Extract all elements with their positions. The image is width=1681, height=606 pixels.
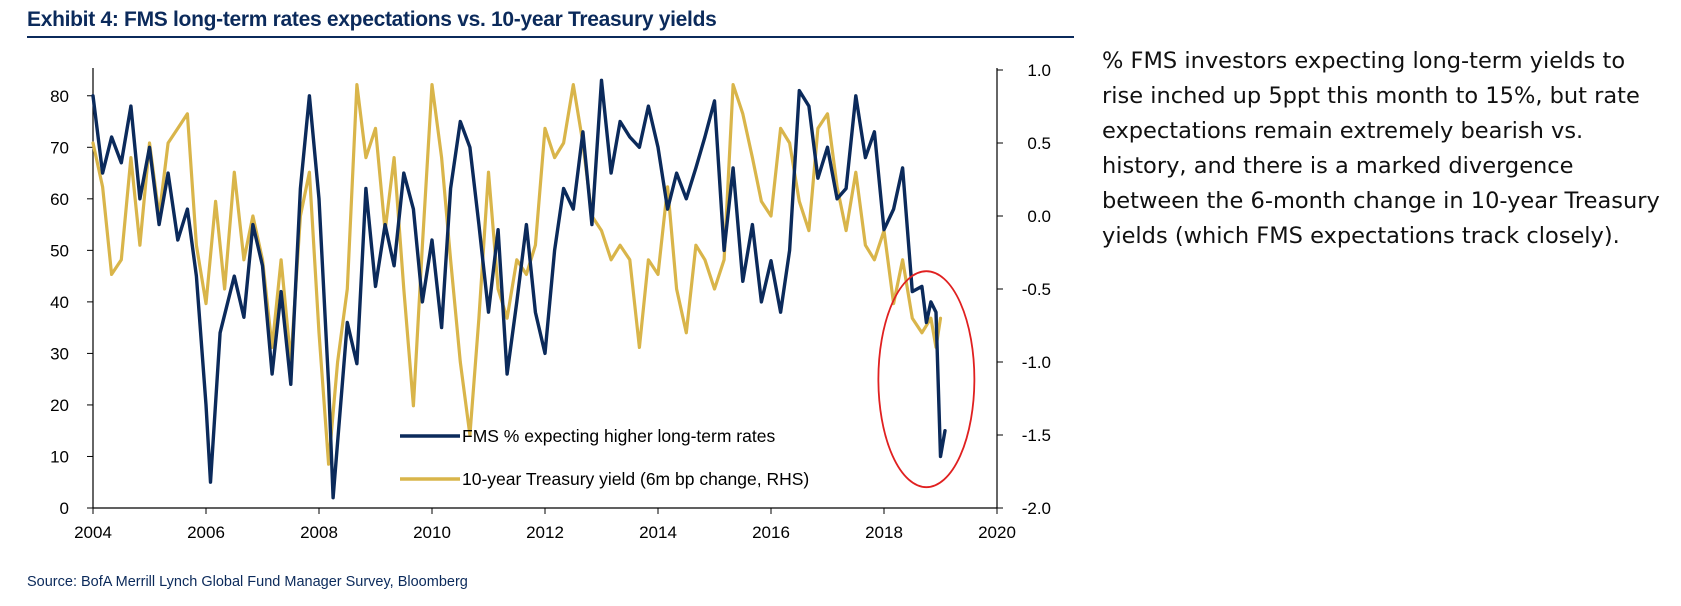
left-tick-label: 0	[60, 499, 69, 518]
x-tick-label: 2008	[300, 523, 338, 542]
x-tick-label: 2012	[526, 523, 564, 542]
left-tick-label: 60	[50, 190, 69, 209]
commentary-text: % FMS investors expecting long-term yiel…	[1102, 48, 1660, 249]
x-tick-label: 2006	[187, 523, 225, 542]
source-note: Source: BofA Merrill Lynch Global Fund M…	[27, 574, 468, 590]
highlight-ellipse	[877, 270, 976, 489]
right-tick-label: 0.0	[1027, 207, 1051, 226]
left-tick-label: 40	[50, 293, 69, 312]
x-tick-label: 2014	[639, 523, 677, 542]
legend-treasury-label: 10-year Treasury yield (6m bp change, RH…	[462, 469, 809, 489]
right-tick-label: -2.0	[1022, 499, 1051, 518]
x-tick-label: 2018	[865, 523, 903, 542]
right-tick-label: 1.0	[1027, 61, 1051, 80]
right-tick-label: -1.0	[1022, 353, 1051, 372]
x-tick-label: 2004	[74, 523, 112, 542]
right-tick-label: 0.5	[1027, 134, 1051, 153]
left-tick-label: 20	[50, 396, 69, 415]
right-tick-label: -0.5	[1022, 280, 1051, 299]
fms-series-line	[91, 78, 947, 500]
legend-fms-label: FMS % expecting higher long-term rates	[462, 426, 775, 446]
left-tick-label: 30	[50, 344, 69, 363]
title-divider	[27, 36, 1074, 38]
exhibit-title: Exhibit 4: FMS long-term rates expectati…	[27, 8, 717, 31]
x-tick-label: 2010	[413, 523, 451, 542]
chart-svg: 0 10 20 30 40 50 60 70 80 -2.0 -1.5 -1.0 -0.5 0.0 0.5 1…	[50, 61, 1051, 542]
left-tick-label: 50	[50, 241, 69, 260]
x-tick-label: 2016	[752, 523, 790, 542]
left-tick-label: 80	[50, 87, 69, 106]
left-tick-label: 10	[50, 447, 69, 466]
left-tick-label: 70	[50, 138, 69, 157]
x-tick-label: 2020	[978, 523, 1016, 542]
right-tick-label: -1.5	[1022, 426, 1051, 445]
